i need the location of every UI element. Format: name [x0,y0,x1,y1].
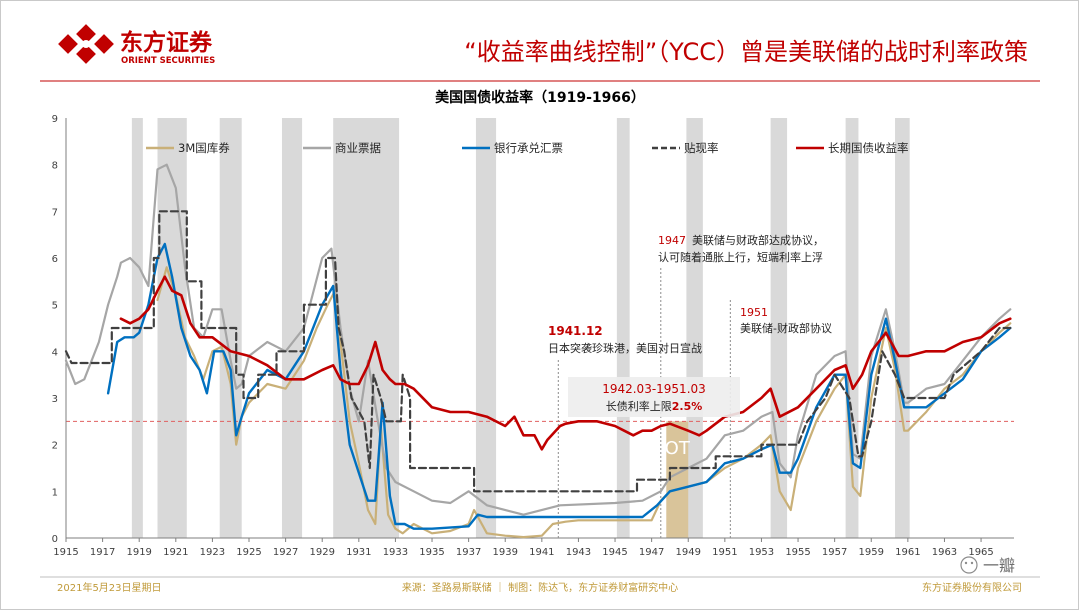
y-tick-label: 1 [52,487,58,498]
y-tick-label: 8 [52,161,58,172]
y-tick-label: 9 [52,114,58,125]
x-tick-label: 1963 [932,547,957,558]
series-lines [64,163,1012,539]
x-tick-label: 1957 [822,547,847,558]
x-tick-label: 1923 [200,547,225,558]
annotation-1941-text: 日本突袭珍珠港，美国对日宣战 [548,341,702,355]
series-line-dash [64,210,1012,493]
series-line-gold [156,266,1012,539]
chart-title: 美国国债收益率（1919-1966） [435,89,645,106]
watermark-icon-eye-left [964,561,968,565]
annotation-1942-cap: 2.5% [672,400,703,413]
annotation-vlines [557,268,731,538]
y-tick-label: 2 [52,441,58,452]
annotation-1947-text1: 美联储与财政部达成协议， [692,233,824,247]
y-tick-label: 3 [52,394,58,405]
x-tick-label: 1929 [309,547,334,558]
x-tick-label: 1917 [90,547,115,558]
x-tick-label: 1941 [529,547,554,558]
company-name-cn: 东方证券 [120,29,213,56]
recession-band [281,118,303,538]
x-tick-label: 1927 [273,547,298,558]
chart-axes: 0 1 2 3 4 5 6 7 8 9 1915 1917 1919 1921 1923 1925 1927 19… [52,114,1014,558]
watermark-icon [960,556,978,574]
x-tick-label: 1921 [163,547,188,558]
x-tick-label: 1953 [749,547,774,558]
series-line-blue [106,242,1012,530]
annotation-1951-text: 美联储-财政部协议 [740,321,832,335]
x-tick-label: 1919 [126,547,151,558]
logo-diamond-left [58,34,78,54]
logo-mark-icon [58,24,114,64]
recession-band [616,118,630,538]
x-tick-label: 1925 [236,547,261,558]
legend-label-gold: 3M国库券 [178,141,230,155]
recession-bands [131,118,910,538]
logo-diamond-top [76,24,96,44]
x-tick-label: 1943 [566,547,591,558]
footer-company: 东方证券股份有限公司 [922,581,1022,594]
x-tick-label: 1931 [346,547,371,558]
footer-date: 2021年5月23日星期日 [57,581,162,594]
legend-label-blue: 银行承兑汇票 [494,141,563,155]
annotation-1947-year: 1947 [658,234,686,247]
x-tick-label: 1945 [602,547,627,558]
annotation-1951-year: 1951 [740,306,768,319]
recession-band [686,118,703,538]
series-line-gray [64,163,1012,516]
x-tick-label: 1965 [968,547,993,558]
logo-diamond-right [94,34,114,54]
x-tick-label: 1955 [785,547,810,558]
x-tick-label: 1933 [383,547,408,558]
x-tick-label: 1951 [712,547,737,558]
x-tick-label: 1915 [53,547,78,558]
y-tick-label: 5 [52,301,58,312]
y-tick-label: 0 [52,534,58,545]
y-tick-label: 4 [52,347,58,358]
recession-band [475,118,497,538]
ot-band-group [666,421,689,538]
annotation-1941-title: 1941.12 [548,324,603,338]
legend-label-red: 长期国债收益率 [828,141,909,155]
company-name-en: ORIENT SECURITIES [121,56,215,66]
company-logo: 东方证券 ORIENT SECURITIES [58,24,215,66]
watermark: 一瓣 [960,556,1015,575]
x-tick-label: 1937 [456,547,481,558]
annotation-1947-line2: 认可随着通胀上行，短端利率上浮 [658,250,823,264]
legend-label-gray: 商业票据 [335,141,381,155]
x-tick-label: 1947 [639,547,664,558]
ot-label: OT [665,438,691,459]
slide-title: “收益率曲线控制”（YCC）曾是美联储的战时利率政策 [464,38,1028,66]
x-tick-label: 1949 [676,547,701,558]
x-tick-label: 1935 [419,547,444,558]
annotation-1947-line1: 1947 美联储与财政部达成协议， [658,233,824,247]
annotation-1942-box [568,377,740,417]
ot-band [666,421,689,538]
annotation-1942-text: 长债利率上限2.5% [606,399,703,413]
annotation-1942-title: 1942.03-1951.03 [602,382,706,396]
watermark-text: 一瓣 [983,556,1015,575]
series-line-red [119,275,1012,451]
recession-band [895,118,910,538]
y-tick-label: 7 [52,207,58,218]
legend-label-dash: 贴现率 [684,141,719,155]
x-tick-label: 1939 [493,547,518,558]
logo-center-dot [82,40,90,48]
x-tick-label: 1959 [859,547,884,558]
annotation-1942-prefix: 长债利率上限 [606,399,672,413]
y-tick-label: 6 [52,254,58,265]
chart-legend: 3M国库券 商业票据 银行承兑汇票 贴现率 长期国债收益率 [146,141,909,155]
footer-source: 来源：圣路易斯联储 ｜ 制图：陈达飞，东方证券财富研究中心 [402,581,678,594]
x-tick-label: 1961 [895,547,920,558]
watermark-icon-eye-right [970,561,974,565]
logo-diamond-bottom [76,44,96,64]
